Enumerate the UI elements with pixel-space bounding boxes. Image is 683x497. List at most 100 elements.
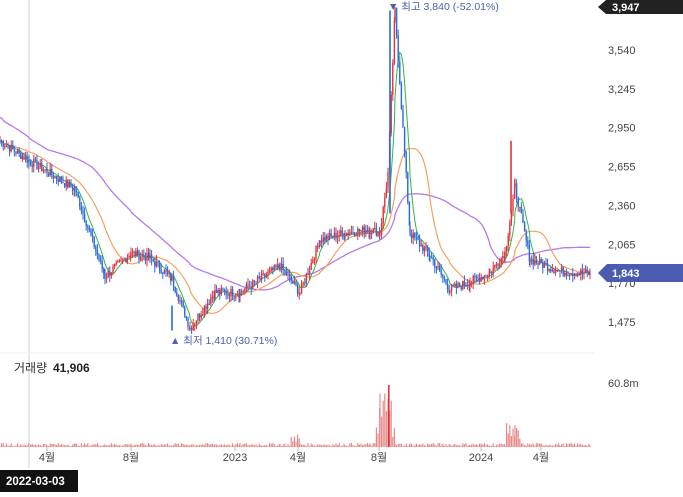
candle-body[interactable] xyxy=(39,162,41,167)
candle-body[interactable] xyxy=(46,169,48,174)
candle-body[interactable] xyxy=(13,148,16,152)
candle-body[interactable] xyxy=(495,264,498,266)
candle-body[interactable] xyxy=(573,273,576,276)
candle-body[interactable] xyxy=(546,263,549,271)
candle-body[interactable] xyxy=(548,269,550,271)
candle-body[interactable] xyxy=(527,240,529,245)
candle-body[interactable] xyxy=(109,271,111,276)
candle-body[interactable] xyxy=(171,276,173,281)
candle-body[interactable] xyxy=(10,145,12,152)
candle-body[interactable] xyxy=(230,288,232,297)
candle-body[interactable] xyxy=(455,283,458,288)
candle-body[interactable] xyxy=(393,20,396,63)
candle-body[interactable] xyxy=(559,270,561,272)
candle-body[interactable] xyxy=(90,229,92,235)
candle-body[interactable] xyxy=(87,226,89,228)
candle-body[interactable] xyxy=(293,281,296,284)
candle-body[interactable] xyxy=(290,276,292,281)
candle-body[interactable] xyxy=(554,271,557,274)
candle-body[interactable] xyxy=(542,262,544,268)
candle-body[interactable] xyxy=(125,258,127,262)
candle-body[interactable] xyxy=(80,206,83,211)
candle-body[interactable] xyxy=(68,182,71,188)
candle-body[interactable] xyxy=(374,227,376,229)
candle-body[interactable] xyxy=(113,264,116,267)
candle-body[interactable] xyxy=(540,259,542,263)
candle-body[interactable] xyxy=(483,275,486,280)
candle-body[interactable] xyxy=(558,270,560,272)
candle-body[interactable] xyxy=(120,259,122,261)
candle-body[interactable] xyxy=(556,270,558,272)
candle-body[interactable] xyxy=(157,261,159,263)
candle-body[interactable] xyxy=(537,263,539,265)
candle-body[interactable] xyxy=(99,259,102,261)
candle-body[interactable] xyxy=(588,271,590,275)
candle-body[interactable] xyxy=(475,276,478,278)
candle-body[interactable] xyxy=(104,273,106,279)
candle-body[interactable] xyxy=(227,293,229,295)
candle-body[interactable] xyxy=(302,282,304,284)
candle-body[interactable] xyxy=(402,108,404,128)
candle-body[interactable] xyxy=(245,284,248,289)
candle-body[interactable] xyxy=(426,246,429,252)
candle-body[interactable] xyxy=(155,261,158,267)
candle-body[interactable] xyxy=(519,207,521,209)
candle-body[interactable] xyxy=(543,263,546,268)
candle-body[interactable] xyxy=(449,290,451,292)
candle-body[interactable] xyxy=(105,277,108,279)
candle-body[interactable] xyxy=(101,260,103,269)
candle-body[interactable] xyxy=(553,269,555,274)
candle-body[interactable] xyxy=(462,281,464,290)
candle-body[interactable] xyxy=(457,283,459,288)
candle-body[interactable] xyxy=(208,303,210,305)
candle-body[interactable] xyxy=(338,235,340,237)
candle-body[interactable] xyxy=(256,277,259,282)
candle-body[interactable] xyxy=(242,291,244,293)
candle-body[interactable] xyxy=(284,269,286,271)
candle-body[interactable] xyxy=(366,230,369,233)
candle-body[interactable] xyxy=(523,222,526,232)
candle-body[interactable] xyxy=(238,294,240,297)
candle-body[interactable] xyxy=(432,257,434,261)
candle-body[interactable] xyxy=(567,275,569,277)
candle-body[interactable] xyxy=(368,230,370,233)
candle-body[interactable] xyxy=(115,262,117,265)
candle-body[interactable] xyxy=(288,274,291,277)
candle-body[interactable] xyxy=(370,233,373,235)
candle-body[interactable] xyxy=(213,296,215,299)
candle-body[interactable] xyxy=(49,168,51,176)
candle-body[interactable] xyxy=(482,277,484,280)
candle-body[interactable] xyxy=(267,272,269,275)
candle-body[interactable] xyxy=(31,164,33,167)
candle-body[interactable] xyxy=(276,264,279,268)
candle-body[interactable] xyxy=(91,234,94,237)
candle-body[interactable] xyxy=(550,269,552,272)
candle-body[interactable] xyxy=(520,207,523,214)
candle-body[interactable] xyxy=(154,261,156,267)
candle-body[interactable] xyxy=(349,233,351,235)
candle-body[interactable] xyxy=(450,285,453,291)
candle-body[interactable] xyxy=(24,156,27,160)
candle-body[interactable] xyxy=(488,272,490,277)
candle-body[interactable] xyxy=(575,273,577,277)
candle-body[interactable] xyxy=(353,233,356,236)
candle-body[interactable] xyxy=(498,264,501,266)
candle-body[interactable] xyxy=(36,160,38,169)
candle-body[interactable] xyxy=(412,232,414,239)
candle-body[interactable] xyxy=(103,268,105,274)
candle-body[interactable] xyxy=(379,234,381,236)
candle-body[interactable] xyxy=(512,198,514,212)
candle-body[interactable] xyxy=(42,169,45,172)
candle-body[interactable] xyxy=(320,240,323,243)
candle-body[interactable] xyxy=(437,266,439,268)
candle-body[interactable] xyxy=(272,267,274,271)
candle-body[interactable] xyxy=(408,202,411,226)
candle-body[interactable] xyxy=(275,265,277,268)
candle-body[interactable] xyxy=(327,235,329,240)
candle-body[interactable] xyxy=(454,283,456,287)
candle-body[interactable] xyxy=(34,159,37,161)
candle-body[interactable] xyxy=(79,197,81,207)
candle-body[interactable] xyxy=(172,276,175,287)
candle-body[interactable] xyxy=(513,185,516,199)
candle-body[interactable] xyxy=(534,260,536,265)
